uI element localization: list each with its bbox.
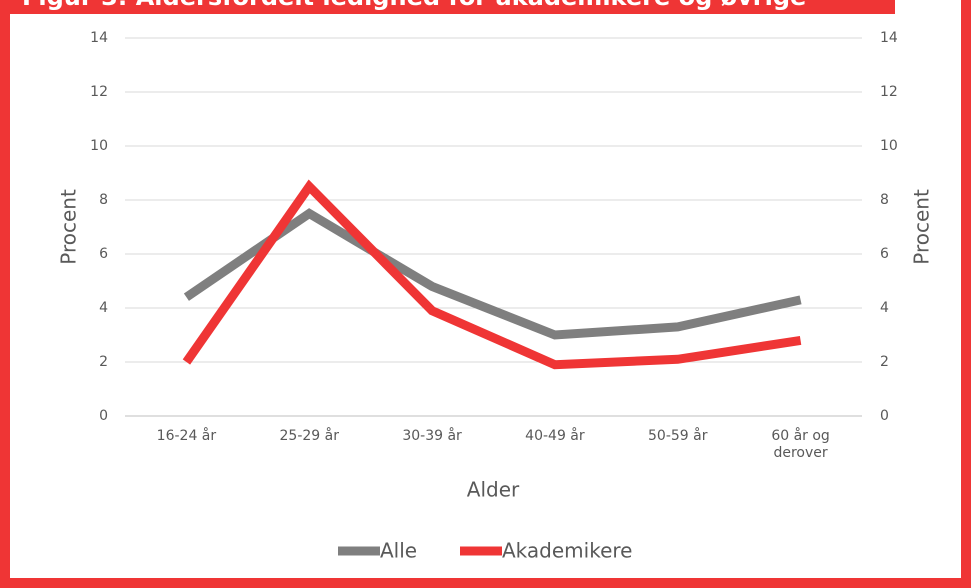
y-axis-title: Procent: [57, 189, 81, 265]
title-band: [0, 0, 895, 14]
y-tick-label: 2: [99, 354, 108, 370]
y-tick-label: 12: [90, 84, 108, 100]
line-series: [183, 208, 802, 340]
y-tick-label: 8: [99, 192, 108, 208]
frame-left: [0, 0, 10, 588]
x-tick-label: 50-59 år: [648, 428, 708, 444]
y-tick-label: 6: [99, 246, 108, 262]
y-tick-label: 10: [90, 138, 108, 154]
chart-title: Figur 3: Aldersfordelt ledighed for akad…: [22, 0, 806, 11]
y2-tick-label: 4: [880, 300, 889, 316]
y2-tick-label: 2: [880, 354, 889, 370]
y-tick-label: 14: [90, 30, 108, 46]
line-series: [182, 179, 802, 370]
y2-tick-label: 10: [880, 138, 898, 154]
y2-tick-label: 8: [880, 192, 889, 208]
y2-tick-label: 12: [880, 84, 898, 100]
frame-right: [961, 0, 971, 588]
x-axis-title: Alder: [467, 478, 520, 502]
y2-axis-title: Procent: [910, 189, 934, 265]
x-tick-label: 40-49 år: [525, 428, 585, 444]
frame-bottom: [0, 578, 971, 588]
legend-label: Alle: [380, 539, 417, 563]
x-tick-label: 30-39 år: [402, 428, 462, 444]
y-tick-label: 4: [99, 300, 108, 316]
legend-label: Akademikere: [502, 539, 632, 563]
y2-tick-label: 0: [880, 408, 889, 424]
x-tick-label: 60 år og derover: [771, 428, 830, 461]
x-tick-label: 25-29 år: [279, 428, 339, 444]
x-tick-label: 16-24 år: [156, 428, 217, 444]
y-tick-label: 0: [99, 408, 108, 424]
y2-tick-label: 6: [880, 246, 889, 262]
y2-tick-label: 14: [880, 30, 898, 46]
